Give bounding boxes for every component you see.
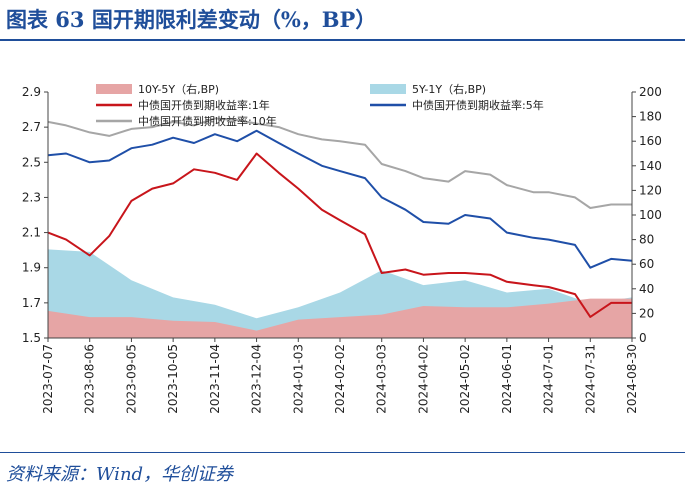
legend-10y-5y-label: 10Y-5Y（右,BP) xyxy=(138,82,219,96)
left-tick-label: 2.1 xyxy=(22,226,41,240)
right-tick-label: 140 xyxy=(639,159,662,173)
legend-10y-label: 中债国开债到期收益率:10年 xyxy=(138,114,277,128)
x-tick-label: 2023-11-04 xyxy=(208,344,222,414)
x-tick-label: 2024-06-01 xyxy=(500,344,514,414)
area-10y-5y xyxy=(48,298,632,338)
line-5y xyxy=(47,129,633,269)
x-tick-label: 2024-07-01 xyxy=(542,344,556,414)
left-tick-label: 2.9 xyxy=(22,85,41,99)
x-tick-label: 2024-04-02 xyxy=(416,344,430,414)
x-tick-label: 2023-12-04 xyxy=(250,344,264,414)
right-tick-label: 60 xyxy=(639,257,654,271)
x-tick-label: 2024-01-03 xyxy=(291,344,305,414)
left-tick-label: 2.7 xyxy=(22,120,41,134)
left-tick-label: 1.7 xyxy=(22,296,41,310)
title-divider xyxy=(0,39,685,41)
right-tick-label: 180 xyxy=(639,110,662,124)
right-tick-label: 40 xyxy=(639,282,654,296)
legend-5y-1y-label: 5Y-1Y（右,BP) xyxy=(412,82,486,96)
legend-5y-label: 中债国开债到期收益率:5年 xyxy=(412,98,544,112)
x-tick-label: 2024-07-31 xyxy=(583,344,597,414)
right-tick-label: 0 xyxy=(639,331,647,345)
legend-10y-5y-swatch xyxy=(96,84,132,94)
x-tick-label: 2023-07-07 xyxy=(41,344,55,414)
chart: 1.5 1.7 1.9 2.1 2.3 2.5 2.7 2.9 0 20 40 60 80 100 120 1… xyxy=(22,82,662,414)
right-tick-label: 200 xyxy=(639,85,662,99)
left-tick-label: 1.5 xyxy=(22,331,41,345)
legend-5y-1y-swatch xyxy=(370,84,406,94)
right-tick-label: 120 xyxy=(639,183,662,197)
line-10y xyxy=(47,117,632,209)
right-tick-label: 160 xyxy=(639,134,662,148)
x-tick-label: 2024-03-03 xyxy=(375,344,389,414)
x-tick-label: 2023-09-05 xyxy=(124,344,138,414)
x-tick-label: 2024-02-02 xyxy=(333,344,347,414)
line-1y xyxy=(47,152,632,318)
x-tick-label: 2024-05-02 xyxy=(458,344,472,414)
x-tick-label: 2024-08-30 xyxy=(625,344,639,414)
left-tick-label: 1.9 xyxy=(22,261,41,275)
right-tick-label: 20 xyxy=(639,306,654,320)
legend-1y-label: 中债国开债到期收益率:1年 xyxy=(138,98,270,112)
x-tick-label: 2023-08-06 xyxy=(83,344,97,414)
source-note: 资料来源：Wind，华创证券 xyxy=(6,464,234,485)
source-divider xyxy=(0,452,685,453)
right-tick-label: 100 xyxy=(639,208,662,222)
left-tick-label: 2.3 xyxy=(22,190,41,204)
figure-title: 图表 63 国开期限利差变动（%，BP） xyxy=(6,7,377,32)
left-tick-label: 2.5 xyxy=(22,155,41,169)
title-bar: 图表 63 国开期限利差变动（%，BP） xyxy=(0,0,685,41)
x-tick-label: 2023-10-05 xyxy=(166,344,180,414)
right-tick-label: 80 xyxy=(639,233,654,247)
